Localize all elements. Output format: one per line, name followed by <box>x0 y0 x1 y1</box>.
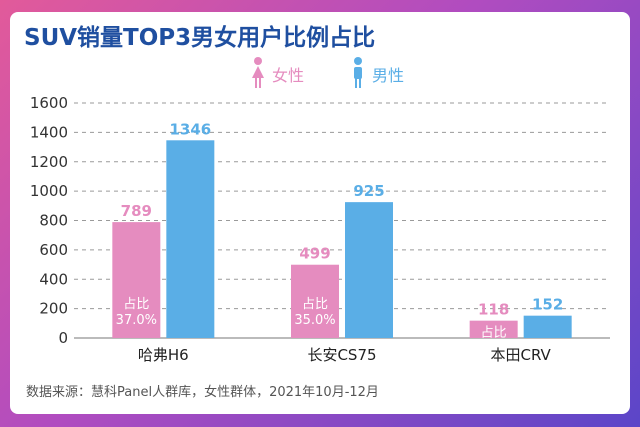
value-label-male: 1346 <box>169 120 211 138</box>
source-note: 数据来源：慧科Panel人群库，女性群体，2021年10月-12月 <box>26 384 379 400</box>
male-person-icon <box>354 57 362 88</box>
value-label-female: 789 <box>121 202 152 220</box>
value-label-female: 499 <box>299 245 330 263</box>
x-tick-label: 本田CRV <box>490 346 551 364</box>
bar-female <box>291 264 339 338</box>
share-label: 占比 <box>481 326 507 341</box>
x-axis: 哈弗H6 长安CS75 本田CRV <box>138 346 552 364</box>
y-axis: 0 200 400 600 800 1000 1200 1400 1600 <box>30 94 68 347</box>
share-value: 43.7% <box>473 342 514 357</box>
legend-label-female: 女性 <box>272 66 304 85</box>
chart-card <box>10 12 630 414</box>
value-label-female: 118 <box>478 301 509 319</box>
value-label-male: 152 <box>532 296 563 314</box>
grid-lines <box>74 102 610 339</box>
y-tick-label: 1200 <box>30 153 68 171</box>
share-label: 占比 <box>123 297 149 312</box>
share-value: 35.0% <box>294 313 335 328</box>
y-tick-label: 1400 <box>30 123 68 141</box>
bar-female <box>112 222 161 338</box>
publisher-logo: 21世纪经济报道 21ST CENTURY BUSINESS HERALD <box>462 381 610 414</box>
bar-female <box>469 320 518 338</box>
y-tick-label: 800 <box>39 212 68 230</box>
bar-male <box>523 315 572 338</box>
logo-subtext: 21ST CENTURY BUSINESS HERALD <box>466 406 600 414</box>
legend: 女性 男性 <box>252 57 404 88</box>
bar-male <box>345 202 393 338</box>
x-tick-label: 哈弗H6 <box>138 346 189 364</box>
female-person-icon <box>252 57 264 88</box>
y-tick-label: 1000 <box>30 182 68 200</box>
chart-title: SUV销量TOP3男女用户比例占比 <box>24 24 375 51</box>
bar-male <box>166 140 215 338</box>
share-value: 37.0% <box>116 313 157 328</box>
y-tick-label: 600 <box>39 241 68 259</box>
logo-text: 21世纪经济报道 <box>462 381 610 405</box>
legend-label-male: 男性 <box>372 66 404 85</box>
y-tick-label: 1600 <box>30 94 68 112</box>
y-tick-label: 0 <box>58 329 68 347</box>
share-label: 占比 <box>302 297 328 312</box>
x-tick-label: 长安CS75 <box>307 346 376 364</box>
y-tick-label: 400 <box>39 270 68 288</box>
value-label-male: 925 <box>353 182 384 200</box>
y-tick-label: 200 <box>39 300 68 318</box>
